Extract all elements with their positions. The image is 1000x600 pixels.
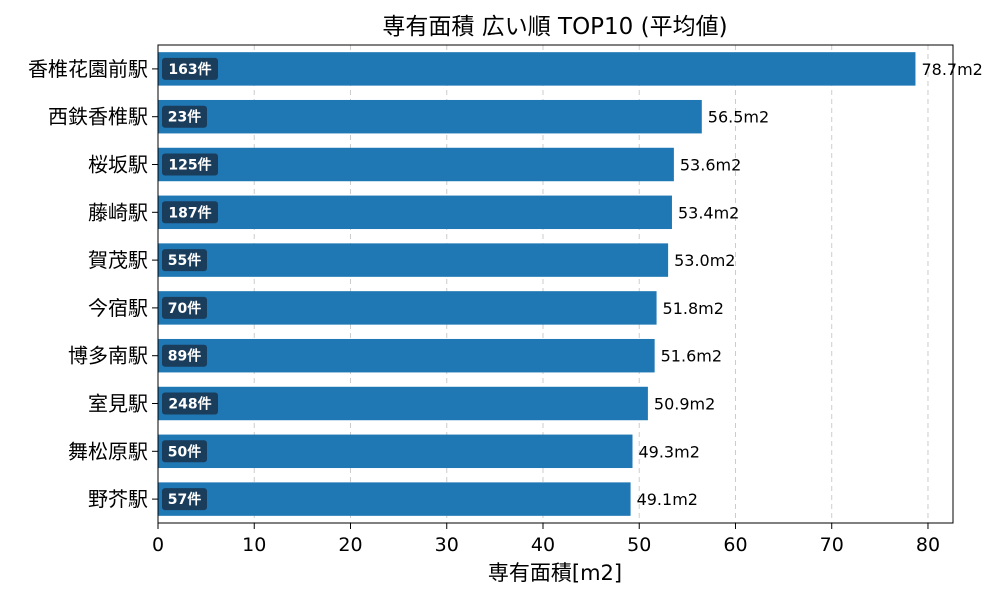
count-badge [162,344,207,367]
x-tick-label: 80 [916,534,940,556]
count-label: 125件 [168,157,211,174]
category-label: 博多南駅 [68,344,148,368]
value-label: 51.6m2 [661,347,722,366]
x-tick-label: 20 [338,534,362,556]
x-tick-label: 40 [531,534,555,556]
count-badge [162,153,218,176]
count-badge [162,57,218,80]
category-label: 香椎花園前駅 [28,57,148,81]
value-label: 49.1m2 [637,490,698,509]
count-badge [162,392,218,415]
x-axis-label: 専有面積[m2] [488,561,622,585]
x-tick-label: 30 [435,534,459,556]
count-badge [162,488,207,511]
value-label: 50.9m2 [654,395,715,414]
count-badge [162,201,218,224]
count-label: 55件 [168,252,201,269]
count-label: 23件 [168,109,201,126]
category-label: 桜坂駅 [88,153,148,177]
bar [158,338,655,373]
count-label: 57件 [168,491,201,508]
count-label: 50件 [168,443,201,460]
count-label: 89件 [168,348,201,365]
category-label: 舞松原駅 [68,439,148,463]
x-tick-label: 70 [820,534,844,556]
x-tick-label: 0 [152,534,164,556]
value-label: 49.3m2 [638,442,699,461]
count-badge [162,105,207,128]
category-label: 西鉄香椎駅 [48,105,148,129]
value-label: 51.8m2 [663,299,724,318]
bar [158,434,633,469]
category-label: 今宿駅 [88,296,148,320]
count-label: 163件 [168,61,211,78]
bar [158,52,916,86]
value-label: 56.5m2 [708,108,769,127]
value-label: 53.6m2 [680,156,741,175]
x-tick-label: 60 [723,534,747,556]
count-label: 187件 [168,204,211,221]
bar [158,386,648,421]
value-label: 53.0m2 [674,251,735,270]
bar [158,147,674,182]
bar [158,291,657,325]
chart-title: 専有面積 広い順 TOP10 (平均値) [382,14,727,40]
count-badge [162,249,207,272]
count-badge [162,296,207,319]
bar [158,243,669,277]
x-tick-label: 50 [627,534,651,556]
category-label: 室見駅 [88,392,148,416]
count-badge [162,440,207,463]
plot-frame [157,44,954,524]
value-label: 78.7m2 [921,60,982,79]
category-label: 野芥駅 [88,487,148,511]
count-label: 70件 [168,300,201,317]
value-label: 53.4m2 [678,203,739,222]
count-label: 248件 [168,396,211,413]
x-axis-ticks: 0 10 20 30 40 50 60 70 80 [152,523,940,556]
bar [158,99,702,134]
bar [158,195,672,230]
bar [158,482,631,516]
category-label: 賀茂駅 [88,248,148,272]
x-tick-label: 10 [242,534,266,556]
category-label: 藤崎駅 [88,200,148,224]
